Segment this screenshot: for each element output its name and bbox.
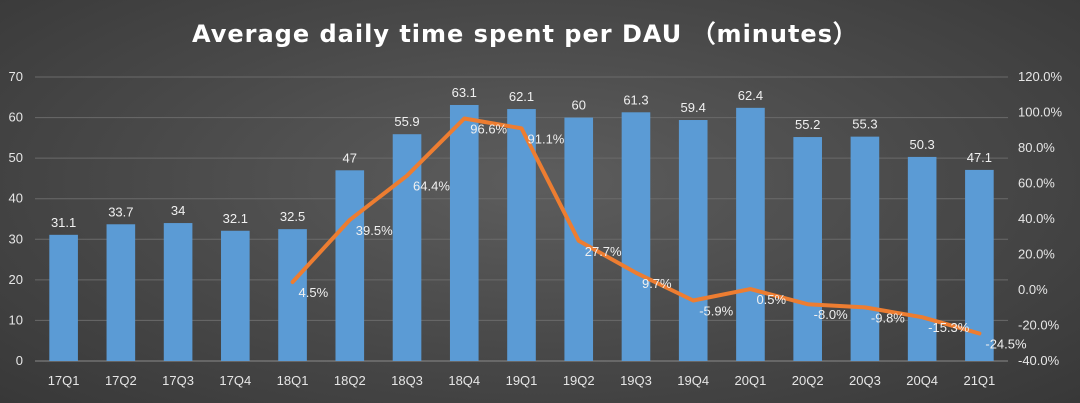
bar: [793, 137, 822, 361]
bar-value-label: 31.1: [51, 215, 76, 230]
left-axis-tick: 50: [9, 150, 23, 165]
bar: [163, 223, 193, 361]
left-axis-ticks: 0 10 20 30 40 50 60 70: [9, 69, 23, 368]
right-axis-tick: 0.0%: [1018, 282, 1048, 297]
left-axis-tick: 60: [9, 110, 23, 125]
left-axis-tick: 40: [9, 191, 23, 206]
bar: [221, 230, 250, 361]
line-value-label: 39.5%: [356, 223, 393, 238]
bar: [278, 229, 307, 361]
category-label: 19Q4: [677, 373, 709, 388]
line-value-labels: 4.5% 39.5% 64.4% 96.6% 91.1% 27.7% 9.7% -5.9% 0.…: [299, 122, 1027, 352]
line-value-label: -9.8%: [871, 310, 905, 325]
bar-value-label: 32.5: [280, 209, 305, 224]
left-axis-tick: 30: [9, 231, 23, 246]
category-label: 19Q2: [563, 373, 595, 388]
category-label: 18Q1: [277, 373, 309, 388]
bar-value-label: 47: [343, 150, 357, 165]
bar: [392, 134, 422, 361]
bar-value-label: 55.3: [852, 117, 877, 132]
right-axis-tick: 80.0%: [1018, 140, 1055, 155]
bar-value-label: 32.1: [223, 211, 248, 226]
line-value-label: 4.5%: [299, 285, 329, 300]
category-label: 20Q4: [906, 373, 938, 388]
bar-value-label: 59.4: [681, 100, 706, 115]
bar-value-label: 47.1: [967, 150, 992, 165]
right-axis-tick: -40.0%: [1018, 353, 1060, 368]
category-label: 20Q3: [849, 373, 881, 388]
right-axis-tick: 100.0%: [1018, 105, 1063, 120]
bar: [736, 107, 765, 361]
bar-value-label: 61.3: [623, 92, 648, 107]
line-value-label: 96.6%: [470, 122, 507, 137]
line-value-label: 9.7%: [642, 276, 672, 291]
category-label: 17Q4: [219, 373, 251, 388]
bar-series: [49, 104, 994, 362]
bar-value-label: 33.7: [108, 204, 133, 219]
bar: [335, 170, 365, 361]
right-axis-tick: 20.0%: [1018, 247, 1055, 262]
line-series: [290, 116, 982, 336]
category-label: 19Q1: [506, 373, 538, 388]
line-value-label: -5.9%: [699, 303, 733, 318]
line-value-label: 91.1%: [528, 131, 565, 146]
right-axis-tick: 40.0%: [1018, 211, 1055, 226]
category-label: 17Q2: [105, 373, 137, 388]
bar-value-label: 60: [572, 98, 586, 113]
bar: [907, 156, 937, 361]
line-value-label: -15.3%: [928, 320, 970, 335]
bar-value-labels: 31.1 33.7 34 32.1 32.5 47 55.9 63.1 62.1 60 61.3 59…: [51, 85, 992, 230]
category-label: 18Q2: [334, 373, 366, 388]
bar-value-label: 55.2: [795, 117, 820, 132]
left-axis-tick: 10: [9, 312, 23, 327]
category-label: 18Q3: [391, 373, 423, 388]
category-label: 19Q3: [620, 373, 652, 388]
line-value-label: -24.5%: [985, 336, 1027, 351]
category-label: 18Q4: [448, 373, 480, 388]
chart-title: Average daily time spent per DAU （minute…: [192, 20, 858, 48]
bar-value-label: 62.4: [738, 88, 763, 103]
right-axis-tick: 120.0%: [1018, 69, 1063, 84]
line-value-label: -8.0%: [814, 307, 848, 322]
bar: [621, 112, 651, 361]
right-axis-tick: 60.0%: [1018, 176, 1055, 191]
left-axis-tick: 0: [16, 353, 23, 368]
bar: [449, 104, 479, 361]
category-label: 17Q3: [162, 373, 194, 388]
x-axis-categories: 17Q1 17Q2 17Q3 17Q4 18Q1 18Q2 18Q3 18Q4 19Q1 19Q2…: [48, 373, 996, 388]
category-label: 20Q2: [792, 373, 824, 388]
bar-value-label: 55.9: [394, 114, 419, 129]
growth-line: [290, 116, 982, 336]
category-label: 17Q1: [48, 373, 80, 388]
right-axis-ticks: -40.0% -20.0% 0.0% 20.0% 40.0% 60.0% 80.0% 100.…: [1018, 69, 1063, 368]
bar: [49, 234, 78, 361]
category-label: 21Q1: [963, 373, 995, 388]
bar-value-label: 62.1: [509, 89, 534, 104]
bar: [850, 136, 880, 361]
bar-value-label: 63.1: [452, 85, 477, 100]
line-value-label: 27.7%: [585, 244, 622, 259]
bar-value-label: 50.3: [909, 137, 934, 152]
category-label: 20Q1: [735, 373, 767, 388]
left-axis-tick: 70: [9, 69, 23, 84]
bar: [678, 120, 708, 362]
bar: [106, 224, 136, 361]
right-axis-tick: -20.0%: [1018, 318, 1060, 333]
line-value-label: 0.5%: [756, 292, 786, 307]
line-value-label: 64.4%: [413, 179, 450, 194]
bar-value-label: 34: [171, 203, 185, 218]
left-axis-tick: 20: [9, 272, 23, 287]
